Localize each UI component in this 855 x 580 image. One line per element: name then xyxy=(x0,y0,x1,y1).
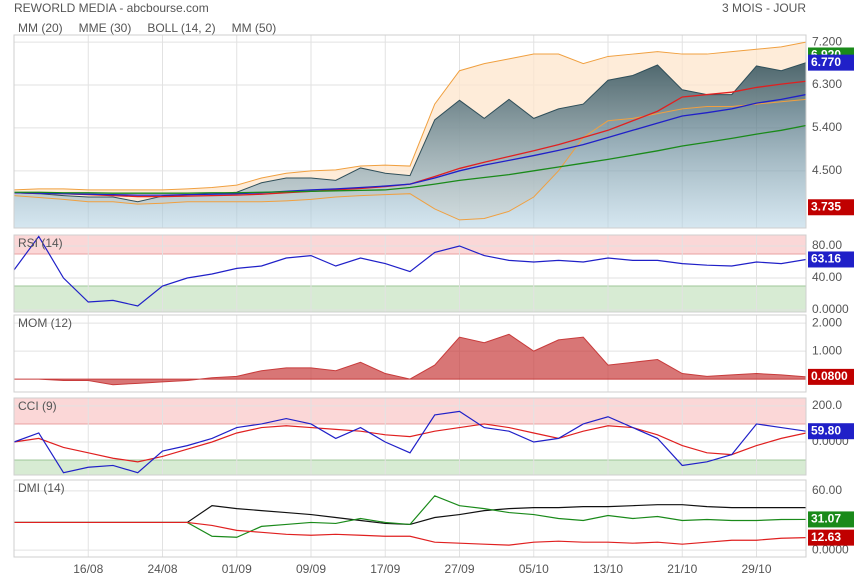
value-badge-label: 63.16 xyxy=(811,252,841,266)
y-tick-label: 6.300 xyxy=(812,77,842,91)
value-badge-label: 12.63 xyxy=(811,530,841,544)
mom-area xyxy=(14,333,807,386)
indicator-line xyxy=(13,410,807,474)
y-tick-label: 200.0 xyxy=(812,398,842,412)
chart-title: REWORLD MEDIA - abcbourse.com xyxy=(14,1,209,15)
x-tick-label: 05/10 xyxy=(519,562,549,576)
legend-entry: BOLL (14, 2) xyxy=(147,21,215,35)
zone-high xyxy=(13,397,807,425)
x-tick-label: 13/10 xyxy=(593,562,623,576)
indicator-line xyxy=(13,235,807,307)
value-badge-label: 6.770 xyxy=(811,55,841,69)
x-tick-label: 29/10 xyxy=(741,562,771,576)
panel-title: RSI (14) xyxy=(18,236,63,250)
panel-frame xyxy=(13,314,807,393)
y-tick-label: 1.000 xyxy=(812,343,842,357)
x-tick-label: 01/09 xyxy=(222,562,252,576)
panel-title: MOM (12) xyxy=(18,316,72,330)
panel-title: DMI (14) xyxy=(18,481,65,495)
value-badge xyxy=(808,368,854,385)
value-badge xyxy=(808,529,854,546)
boll-lower xyxy=(13,98,807,221)
ma-line xyxy=(13,93,807,196)
x-tick-label: 09/09 xyxy=(296,562,326,576)
x-tick-label: 21/10 xyxy=(667,562,697,576)
period: 3 MOIS - JOUR xyxy=(722,1,806,15)
value-badge xyxy=(808,251,854,268)
panel-frame xyxy=(13,34,807,229)
panel-frame xyxy=(13,479,807,558)
value-badge-label: 0.0800 xyxy=(811,369,848,383)
value-badge xyxy=(808,423,854,440)
value-badge xyxy=(808,54,854,71)
legend-entry: MM (50) xyxy=(232,21,277,35)
legend-entry: MM (20) xyxy=(18,21,63,35)
y-tick-label: 0.0000 xyxy=(812,302,849,316)
legend-entry: MME (30) xyxy=(79,21,132,35)
panel-frame xyxy=(13,234,807,313)
panel xyxy=(14,480,806,557)
x-tick-label: 24/08 xyxy=(147,562,177,576)
zone-low xyxy=(13,459,807,476)
y-tick-label: 2.000 xyxy=(812,315,842,329)
ma-line xyxy=(14,124,807,194)
x-tick-label: 16/08 xyxy=(73,562,103,576)
panel-frame xyxy=(13,397,807,476)
value-badge-label: 59.80 xyxy=(811,423,841,437)
value-badge xyxy=(808,199,854,216)
y-tick-label: 40.00 xyxy=(812,270,842,284)
value-badge-label: 3.735 xyxy=(811,199,841,213)
value-badge xyxy=(808,511,854,528)
x-tick-label: 17/09 xyxy=(370,562,400,576)
zone-high xyxy=(13,234,807,255)
x-tick-label: 27/09 xyxy=(444,562,474,576)
y-tick-label: 7.200 xyxy=(812,34,842,48)
y-tick-label: 4.500 xyxy=(812,163,842,177)
panel-title: CCI (9) xyxy=(18,399,57,413)
y-tick-label: 0.0000 xyxy=(812,542,849,556)
zone-low xyxy=(13,285,807,313)
indicator-line xyxy=(14,521,807,546)
y-tick-label: 80.00 xyxy=(812,238,842,252)
boll-upper xyxy=(13,41,807,191)
y-tick-label: 60.00 xyxy=(812,483,842,497)
indicator-line xyxy=(13,423,807,463)
value-badge-label: 31.07 xyxy=(811,512,841,526)
y-tick-label: 5.400 xyxy=(812,120,842,134)
